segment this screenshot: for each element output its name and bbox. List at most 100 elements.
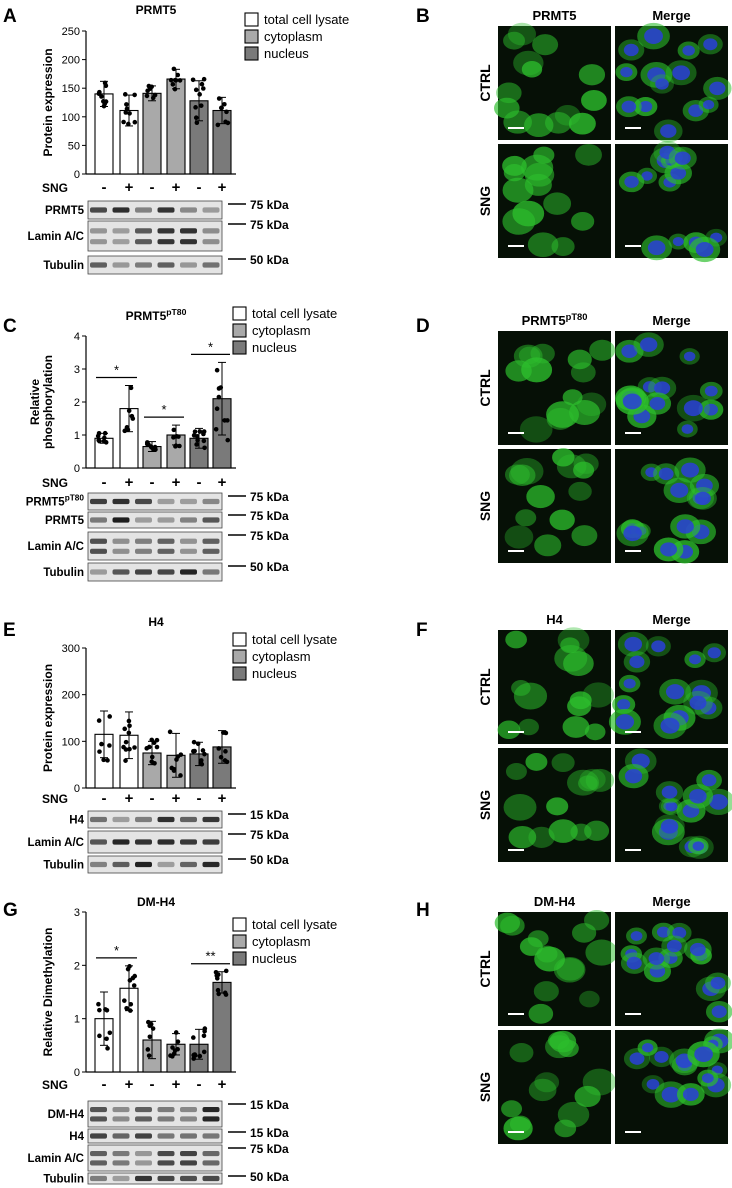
blot-band [157,1160,175,1166]
nucleus-dapi [670,482,689,498]
nucleus-dapi [692,841,705,851]
micrograph-stain [498,143,611,258]
micrograph-stain [494,22,611,140]
data-point [101,757,106,763]
cell [569,399,601,426]
blot-band [112,1160,130,1166]
stain-label: PRMT5pT80 [522,312,588,328]
data-point [193,115,199,121]
data-point [201,431,206,437]
nucleus-dapi [641,1043,654,1053]
nucleus-dapi [704,385,718,397]
nucleus-dapi [623,525,642,542]
blot-band [180,839,197,845]
blot-label-base: Tubulin [43,860,84,872]
data-point [200,748,206,753]
blot-band [180,207,197,213]
data-point [149,84,154,90]
nucleus-dapi [624,636,643,652]
blot-band [157,569,175,575]
blot-band [112,1116,130,1122]
cell [579,990,600,1008]
cell [573,453,599,474]
data-point [176,434,181,439]
data-point [128,1008,133,1013]
micrograph-stain [498,1030,616,1144]
data-point [131,983,137,988]
blot-band [112,839,130,845]
cell [574,1085,601,1108]
y-tick-label: 0 [74,169,80,181]
data-point [194,120,200,125]
blot-band [90,538,107,544]
sng-sign: - [102,790,107,807]
legend-label: total cell lysate [264,12,349,27]
y-tick-label: 150 [62,83,80,95]
panel-letter: E [3,620,16,641]
cell [505,762,527,781]
blot-strip [87,511,223,529]
blot-band [180,569,197,575]
blot-band [135,1116,152,1122]
data-point [123,747,129,752]
panel-E: E H4 0 100 200 300 Protein expression total cel… [3,612,732,874]
sng-sign: + [125,790,134,807]
data-point [102,101,108,107]
data-point [105,758,110,763]
sig-marker: * [114,363,119,378]
nucleus-dapi [674,151,691,165]
cell [532,34,559,56]
stain-label-base: PRMT5 [522,313,566,328]
nucleus-dapi [658,467,674,481]
blot-strip [87,562,223,582]
cell [508,825,537,849]
blot-band [112,207,130,213]
data-point [213,970,219,975]
data-point [127,111,132,116]
legend-label: total cell lysate [252,306,337,321]
chart-title: H4 [148,615,164,629]
nucleus-dapi [642,381,657,393]
blot-band [112,517,130,523]
data-point [126,718,132,724]
blot-band [202,1116,220,1122]
data-point [103,1007,108,1012]
blot-band [90,548,107,554]
cell [551,237,575,256]
blot-band [157,861,175,868]
blot-band [202,517,220,523]
cell [504,525,534,549]
y-tick-label: 100 [62,736,80,748]
nucleus-dapi [649,396,666,411]
data-point [194,442,199,447]
legend-label: cytoplasm [252,323,311,338]
blot-band [180,517,197,523]
data-point [124,106,130,112]
nucleus-dapi [654,1051,669,1063]
stain-label-base: H4 [546,612,563,627]
blot-band [112,262,130,268]
data-point [122,92,128,97]
data-point [201,1049,207,1055]
data-point [225,437,231,443]
cell [584,820,610,841]
cell [581,90,607,111]
data-point [175,1046,180,1052]
blot-band [90,517,107,523]
data-point [191,1035,196,1040]
nucleus-dapi [681,424,694,434]
data-point [128,1001,134,1007]
blot-band [135,816,152,823]
nucleus-dapi [647,240,666,256]
chart-title-base: H4 [148,615,164,629]
blot-band [90,1160,107,1166]
nucleus-dapi [655,78,669,90]
nucleus-dapi [621,100,637,113]
stain-label: PRMT5 [532,8,576,23]
cell [572,923,597,943]
cell [518,346,541,364]
cell [573,461,595,479]
data-point [202,445,207,451]
blot-band [90,1106,107,1113]
